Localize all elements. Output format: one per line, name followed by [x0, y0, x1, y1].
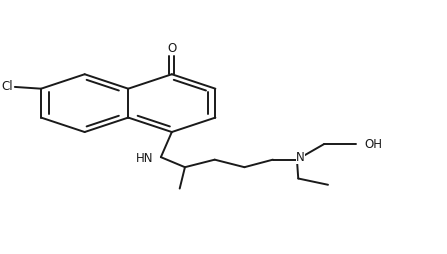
Text: HN: HN: [135, 152, 153, 165]
Text: N: N: [296, 151, 305, 164]
Text: Cl: Cl: [1, 81, 13, 93]
Text: O: O: [167, 42, 177, 55]
Text: OH: OH: [364, 138, 382, 151]
